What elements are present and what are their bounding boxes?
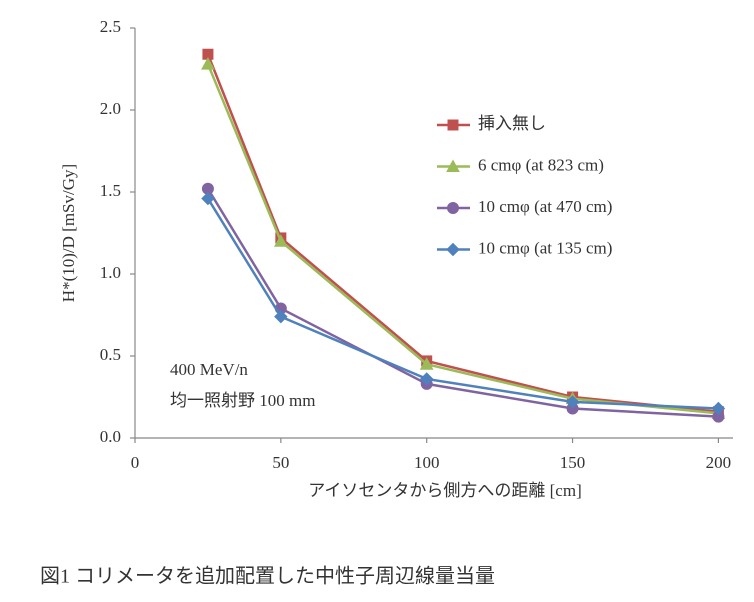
- x-tick-label: 150: [560, 453, 586, 472]
- x-axis-label: アイソセンタから側方への距離 [cm]: [308, 481, 582, 500]
- marker: [446, 159, 460, 172]
- y-tick-label: 1.0: [100, 263, 121, 282]
- marker: [565, 395, 580, 409]
- marker: [711, 401, 726, 416]
- x-tick-label: 100: [414, 453, 440, 472]
- y-tick-label: 2.0: [100, 99, 121, 118]
- series-line: [206, 188, 719, 418]
- y-axis-label: H*(10)/D [mSv/Gy]: [59, 164, 78, 302]
- annotation: 均一照射野 100 mm: [170, 391, 315, 410]
- marker: [447, 119, 459, 131]
- marker: [201, 57, 215, 70]
- x-tick-label: 0: [131, 453, 140, 472]
- marker: [446, 242, 460, 257]
- marker: [447, 202, 459, 214]
- marker: [274, 309, 288, 324]
- y-tick-label: 2.5: [100, 17, 121, 36]
- series-line: [206, 197, 719, 410]
- legend-label: 挿入無し: [478, 114, 546, 133]
- marker: [201, 191, 215, 206]
- annotation: 400 MeV/n: [170, 360, 248, 379]
- legend-label: 10 cmφ (at 470 cm): [478, 197, 612, 216]
- marker: [274, 234, 288, 247]
- caption: 図1 コリメータを追加配置した中性子周辺線量当量: [40, 565, 495, 588]
- marker: [419, 357, 434, 370]
- y-tick-label: 0.5: [100, 345, 121, 364]
- legend-label: 6 cmφ (at 823 cm): [478, 155, 604, 174]
- marker: [420, 372, 434, 386]
- x-tick-label: 200: [706, 453, 732, 472]
- legend-label: 10 cmφ (at 135 cm): [478, 238, 612, 257]
- y-tick-label: 1.5: [100, 181, 121, 200]
- x-tick-label: 50: [272, 453, 289, 472]
- y-tick-label: 0.0: [100, 427, 121, 446]
